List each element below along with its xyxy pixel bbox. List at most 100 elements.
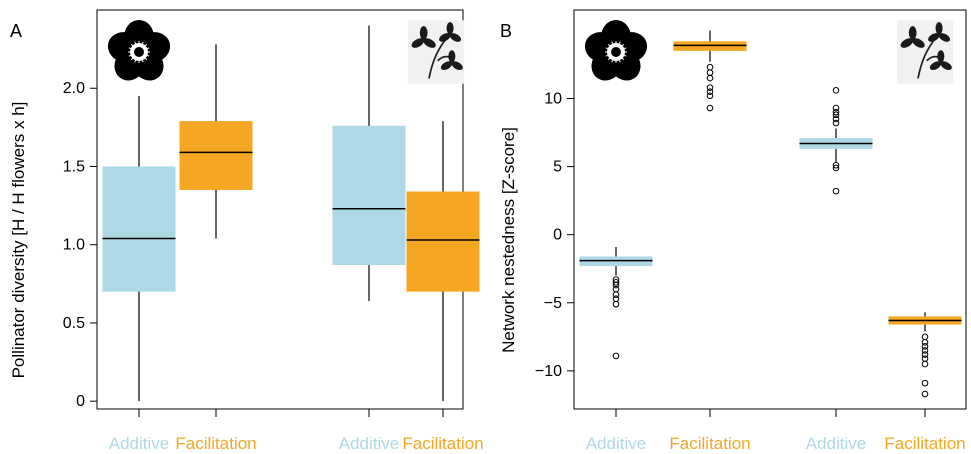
y-tick-label: 0.5 (63, 315, 85, 332)
outlier-point (612, 291, 620, 298)
flower-stamen (607, 55, 613, 61)
clover-leaflet (451, 61, 463, 70)
flower-stamen (619, 43, 625, 49)
outlier-point (612, 352, 620, 360)
flower-stamen (619, 55, 625, 61)
flower-core (134, 47, 144, 57)
outlier-point (921, 338, 929, 346)
flower-silhouette-icon (107, 20, 171, 81)
clover-leaf-icon (896, 20, 954, 84)
clover-leaflet (439, 33, 451, 42)
outlier-point (921, 343, 929, 350)
y-tick-label: 0 (76, 393, 85, 410)
clover-background (896, 20, 954, 84)
flower-stamen (621, 53, 627, 57)
outlier-point (706, 63, 714, 71)
outlier-point (832, 115, 840, 123)
x-category-label: Additive (586, 434, 646, 453)
box-iqr (179, 121, 253, 190)
clover-leaflet (912, 38, 925, 48)
y-axis-label-b: Network nestedness [Z-score] (499, 127, 518, 353)
clover-leaflet (449, 33, 462, 42)
outlier-point (706, 69, 714, 76)
panel-b: B −10 −5 0 5 10 Additive Facilitation Additive F… (499, 9, 967, 453)
clover-leaf-icon (407, 20, 465, 84)
y-tick-label: 5 (553, 159, 562, 176)
outlier-point (832, 161, 840, 169)
x-category-label: Additive (806, 434, 866, 453)
box-iqr (406, 191, 480, 292)
x-category-label: Facilitation (175, 434, 256, 453)
flower-stamen (605, 47, 611, 51)
outlier-point (832, 87, 840, 94)
plot-frame (573, 9, 967, 410)
x-category-label: Facilitation (884, 434, 965, 453)
y-tick-label: −5 (544, 295, 562, 312)
flower-stamen (617, 41, 621, 47)
flower-stamen (142, 43, 148, 49)
outlier-point (921, 333, 929, 341)
outlier-point (921, 351, 929, 358)
outlier-point (832, 104, 840, 112)
outlier-point (612, 285, 620, 293)
outlier-point (706, 74, 714, 82)
flower-stamen (128, 53, 134, 57)
clover-leaflet (935, 22, 943, 35)
outlier-point (706, 104, 714, 112)
box-iqr (102, 166, 176, 292)
flower-stamen (128, 47, 134, 51)
outlier-point (832, 187, 840, 195)
clover-leaflet (940, 61, 952, 70)
outlier-point (706, 88, 714, 96)
flower-stamen (621, 47, 627, 51)
flower-stamen (144, 47, 150, 51)
outlier-point (921, 355, 929, 362)
outlier-point (832, 108, 840, 116)
outlier-point (612, 300, 620, 308)
x-category-label: Facilitation (669, 434, 750, 453)
flower-stamen (607, 43, 613, 49)
x-category-label: Additive (109, 434, 169, 453)
flower-core (611, 47, 621, 57)
clover-leaflet (929, 61, 942, 70)
panel-label-b: B (500, 21, 512, 41)
plot-area-b: −10 −5 0 5 10 Additive Facilitation Additive Fac… (535, 9, 967, 453)
clover-leaflet (448, 50, 456, 63)
clover-leaflet (900, 38, 913, 48)
outlier-point (612, 295, 620, 302)
outlier-point (921, 347, 929, 354)
flower-stamen (140, 41, 144, 47)
flower-stamen (140, 57, 144, 63)
clover-leaflet (446, 22, 454, 35)
flower-stamen (134, 57, 138, 63)
outlier-point (921, 360, 929, 368)
y-tick-label: 0 (553, 227, 562, 244)
flower-stamen (611, 57, 615, 63)
outlier-point (921, 379, 929, 387)
outlier-point (612, 279, 620, 286)
panel-label-a: A (10, 21, 22, 41)
outlier-point (706, 92, 714, 100)
flower-silhouette-icon (584, 20, 648, 81)
clover-leaflet (928, 33, 940, 42)
clover-background (407, 20, 465, 84)
y-tick-label: 1.5 (63, 158, 85, 175)
clover-leaflet (908, 26, 917, 40)
clover-leaflet (419, 26, 428, 40)
clover-leaflet (411, 38, 424, 48)
clover-leaflet (423, 38, 436, 48)
x-category-label: Facilitation (402, 434, 483, 453)
clover-leaflet (937, 50, 945, 63)
box-iqr (332, 125, 406, 266)
flower-stamen (130, 43, 136, 49)
y-tick-label: −10 (535, 363, 562, 380)
outlier-point (921, 390, 929, 398)
outlier-point (612, 281, 620, 289)
x-category-label: Additive (339, 434, 399, 453)
flower-stamen (142, 55, 148, 61)
y-tick-label: 2.0 (63, 80, 85, 97)
outlier-point (832, 111, 840, 119)
